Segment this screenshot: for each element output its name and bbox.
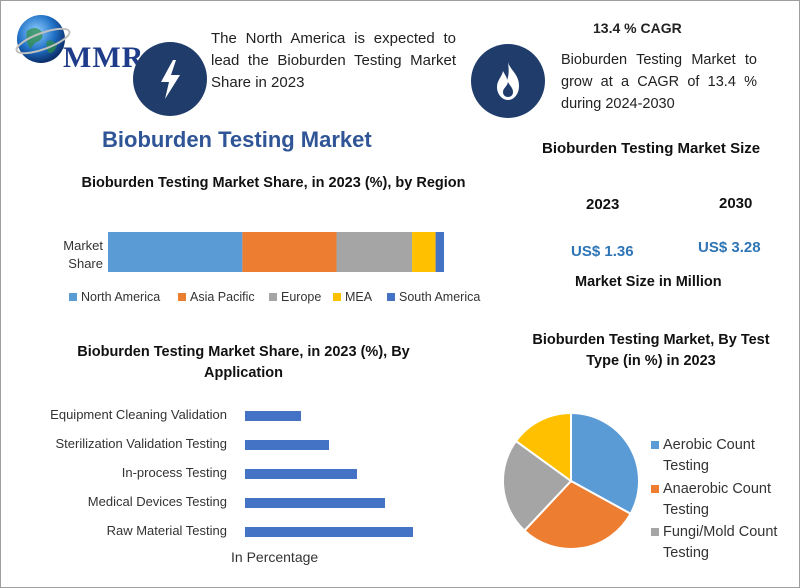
test-type-pie-chart [502,411,640,550]
year-2023: 2023 [586,196,620,213]
pie-slice [570,411,640,516]
region-legend-item: North America [69,290,160,304]
legend-swatch [69,293,77,301]
legend-label: North America [81,290,161,304]
application-category-label: Medical Devices Testing [87,494,227,509]
region-bar-segment-mea [412,232,436,272]
application-bar [245,411,301,421]
legend-swatch [178,293,186,301]
legend-swatch [269,293,277,301]
application-category-label: Raw Material Testing [106,523,227,538]
region-legend-item: MEA [333,290,372,304]
test-type-chart-title: Bioburden Testing Market, By Test Type (… [532,332,770,369]
main-title: Bioburden Testing Market [102,127,372,152]
region-bar-segment-asia-pacific [242,232,337,272]
value-2023: US$ 1.36 [571,243,634,260]
value-2030: US$ 3.28 [698,239,761,256]
application-bar [245,469,357,479]
application-category-label: Sterilization Validation Testing [55,436,227,451]
application-bar [245,440,329,450]
pie-slice [514,411,572,483]
year-2030: 2030 [719,195,753,212]
legend-label: Europe [281,290,322,304]
pie-slice [502,439,573,532]
legend-swatch [651,441,659,449]
application-bar [245,527,413,537]
legend-swatch [333,293,341,301]
north-america-text: The North America is expected to lead th… [211,30,456,91]
application-chart-title: Bioburden Testing Market Share, in 2023 … [77,344,410,381]
application-bar [245,498,385,508]
legend-swatch [651,528,659,536]
legend-label: Anaerobic Count Testing [663,481,772,518]
region-legend-item: Europe [269,290,321,304]
region-bar-segment-north-america [108,232,243,272]
pie-slice [523,479,632,550]
market-size-title: Bioburden Testing Market Size [542,140,761,157]
application-category-label: In-process Testing [121,465,227,480]
legend-label: Fungi/Mold Count Testing [663,524,778,561]
region-bar-segment-europe [336,232,413,272]
legend-swatch [651,485,659,493]
legend-swatch [387,293,395,301]
region-legend-item: Asia Pacific [178,290,255,304]
region-chart-title: Bioburden Testing Market Share, in 2023 … [81,175,466,191]
region-category-label: Market Share [63,238,103,271]
region-bar-segment-south-america [435,232,444,272]
cagr-text: Bioburden Testing Market to grow at a CA… [561,52,757,112]
legend-label: MEA [345,290,373,304]
logo-text: MMR [63,41,145,74]
flame-circle [471,44,545,118]
legend-label: South America [399,290,481,304]
cagr-title: 13.4 % CAGR [593,20,682,36]
flame-icon [497,62,519,100]
application-category-label: Equipment Cleaning Validation [50,407,227,422]
region-bar-chart [108,232,444,272]
lightning-icon [161,60,180,99]
market-size-unit: Market Size in Million [575,274,722,290]
lightning-circle [133,42,207,116]
legend-label: Aerobic Count Testing [663,437,755,474]
globe-logo-icon [13,11,73,71]
application-axis-label: In Percentage [231,549,319,565]
region-legend-item: South America [387,290,480,304]
legend-label: Asia Pacific [190,290,255,304]
